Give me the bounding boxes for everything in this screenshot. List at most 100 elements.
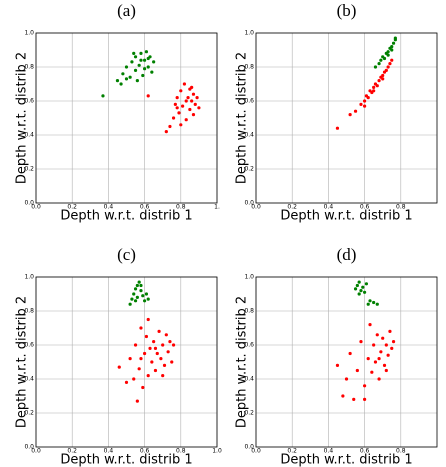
point [150,360,154,364]
point [390,346,394,350]
panel-title: (a) [117,1,136,20]
point [141,385,145,390]
point [373,65,378,69]
point [135,283,139,288]
point [146,94,150,98]
x-tick-label: 0.6 [140,204,150,211]
point [352,397,356,401]
point [139,58,143,62]
x-tick-label: 0.8 [396,204,406,211]
y-axis-label: Depth w.r.t. distrib 2 [15,296,30,428]
point [375,302,379,306]
point [130,297,134,301]
point [341,394,345,398]
point [141,73,145,78]
point [377,79,381,83]
point [357,292,361,296]
point [115,79,120,83]
point [355,368,359,373]
point [143,58,147,62]
point [377,357,381,361]
y-tick-label: 0.4 [24,132,34,139]
point [188,107,192,112]
point [161,374,165,378]
point [368,299,372,303]
point [361,285,365,289]
point [386,50,390,54]
point [366,96,370,100]
x-axis-label: Depth w.r.t. distrib 1 [60,209,192,224]
point [150,70,154,74]
point [353,287,358,291]
x-tick-label: 0.0 [251,204,261,211]
point [157,329,161,333]
point [139,326,143,330]
point [133,287,138,291]
point [164,130,168,134]
x-tick-label: 0.0 [31,204,41,211]
point [175,96,179,100]
x-tick-label: 0.8 [176,204,186,211]
point [153,346,158,350]
point [364,282,369,286]
point [391,41,396,45]
x-axis-label: Depth w.r.t. distrib 1 [280,209,412,224]
point [132,292,136,296]
point [146,317,150,322]
point [357,280,361,284]
point [372,343,376,347]
point [390,58,394,62]
x-tick-label: 0.6 [360,204,370,211]
y-tick-label: 0.8 [244,308,254,315]
point [375,333,379,337]
y-tick-label: 0.8 [244,64,254,71]
point [384,343,388,347]
point [164,333,168,337]
y-tick-label: 0.6 [244,342,254,349]
point [363,99,367,103]
y-tick-label: 0.0 [244,444,254,451]
point [386,53,390,57]
point [382,56,387,61]
point [388,329,392,333]
point [390,48,394,52]
panel-title: (d) [337,245,357,264]
point [335,363,340,367]
point [139,357,143,361]
point [168,340,172,344]
point [182,82,187,86]
point [186,96,190,100]
point [144,292,149,296]
x-tick-label: 0.0 [31,448,41,455]
point [366,357,370,361]
x-tick-label: 1.0 [212,448,222,455]
point [139,289,143,293]
point [117,365,121,369]
point [146,297,150,301]
x-tick-label: 0.8 [176,448,186,455]
x-tick-label: 0.2 [287,448,297,455]
y-tick-label: 0.8 [24,308,34,315]
point [184,118,188,122]
point [137,367,141,371]
point [386,353,390,357]
point [391,340,396,344]
point [171,116,176,120]
point [124,65,129,69]
point [143,67,147,71]
y-tick-label: 0.4 [24,376,34,383]
point [386,65,390,69]
point [195,96,199,100]
point [393,36,397,40]
point [179,89,183,93]
point [144,50,149,54]
point [370,370,374,374]
point [348,113,352,117]
x-tick-label: 1. [214,204,220,211]
point [152,340,156,344]
point [379,58,383,62]
point [381,77,385,81]
point [388,62,392,66]
point [137,63,141,67]
point [159,357,163,361]
